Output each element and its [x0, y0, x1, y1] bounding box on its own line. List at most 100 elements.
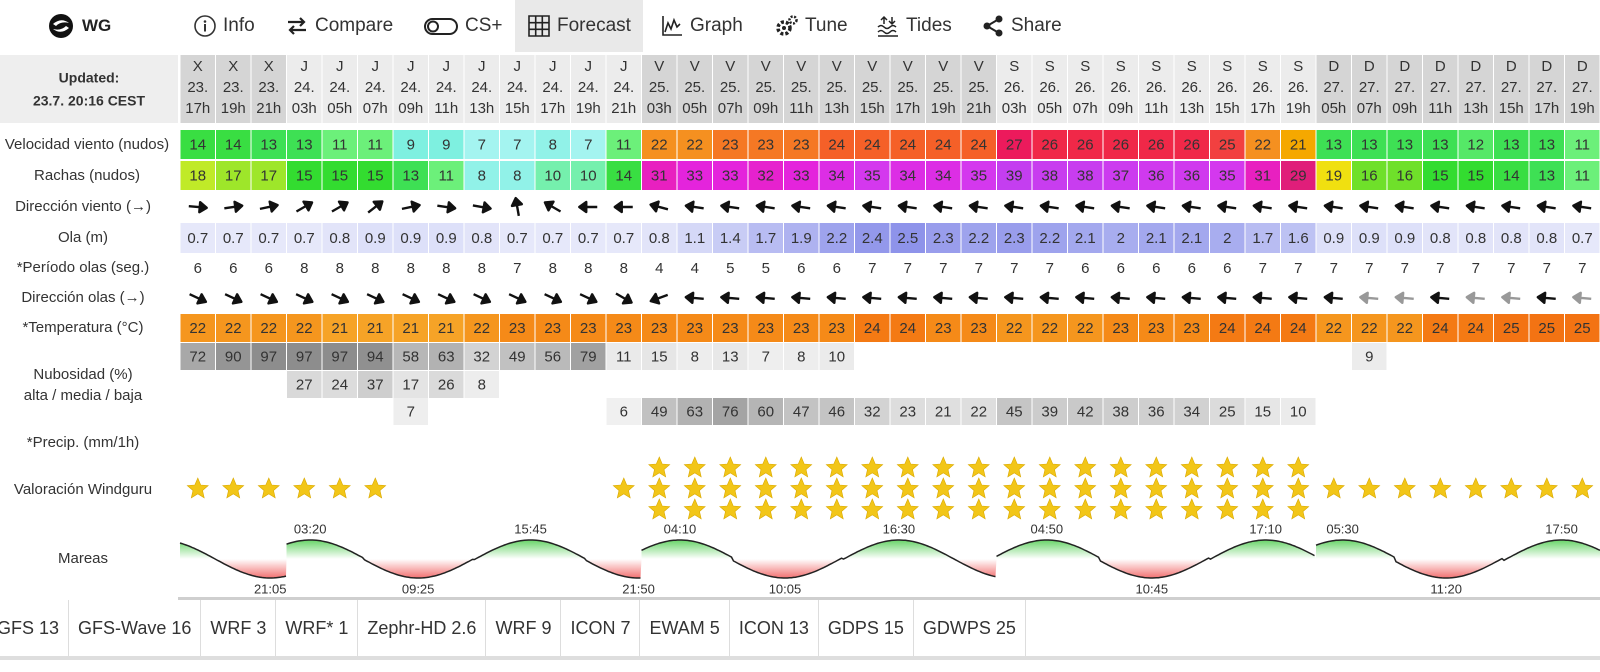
- cell: [677, 398, 712, 425]
- cell-value: 11: [616, 136, 632, 153]
- cell: [855, 398, 890, 425]
- cell-value: 24: [331, 376, 348, 393]
- cell-value: 39: [1006, 167, 1023, 184]
- direction-arrow: [1288, 291, 1308, 305]
- cell-value: 23: [1183, 320, 1200, 337]
- cell-value: 0.9: [1394, 230, 1415, 247]
- direction-arrow: [791, 200, 811, 213]
- hour: 17h: [895, 100, 920, 117]
- cell-value: 5: [762, 260, 770, 277]
- cell-value: 6: [1223, 260, 1231, 277]
- cell: [429, 371, 464, 398]
- model-tab[interactable]: GFS-Wave 16: [69, 600, 202, 656]
- model-tab[interactable]: ICON 13: [730, 600, 819, 656]
- cell-value: 6: [833, 260, 841, 277]
- day-letter: D: [1399, 58, 1410, 75]
- cell: [1352, 314, 1387, 342]
- hour: 19h: [1286, 100, 1311, 117]
- tide-time: 04:10: [664, 521, 697, 536]
- header-cell: [1281, 55, 1316, 123]
- cell: [358, 130, 393, 159]
- cell: [1387, 223, 1422, 253]
- nav-item[interactable]: CS+: [411, 0, 515, 52]
- cell-value: 2.1: [1075, 230, 1096, 247]
- rating-star: [790, 456, 813, 478]
- model-tab[interactable]: EWAM 5: [640, 600, 730, 656]
- direction-arrow: [295, 200, 314, 213]
- model-tab[interactable]: WRF* 1: [276, 600, 359, 656]
- cell-value: 22: [296, 320, 313, 337]
- rating-star: [1287, 456, 1310, 478]
- direction-arrow: [508, 293, 527, 305]
- direction-arrow: [259, 200, 279, 213]
- cell: [1529, 130, 1564, 159]
- cell: [1245, 398, 1280, 425]
- cell: [1245, 161, 1280, 190]
- cell-value: 2: [1117, 230, 1125, 247]
- nav-item[interactable]: Forecast: [515, 0, 643, 52]
- cell: [1352, 161, 1387, 190]
- cell: [180, 343, 215, 370]
- cell-value: 21: [402, 320, 419, 337]
- cell-value: 0.8: [329, 230, 350, 247]
- hour: 15h: [505, 100, 530, 117]
- cell: [784, 223, 819, 253]
- day-date: 26.: [1075, 79, 1096, 96]
- model-bar: GFS 13 GFS-Wave 16 WRF 3 WRF* 1 Zephr-HD 2.6…: [0, 600, 1600, 660]
- nav-item[interactable]: Info: [181, 0, 267, 52]
- direction-arrow: [1465, 291, 1485, 305]
- model-tab[interactable]: WRF 9: [486, 600, 562, 656]
- nav-item[interactable]: Share: [969, 0, 1074, 52]
- logo[interactable]: WG: [48, 0, 111, 52]
- cell-value: 0.8: [1501, 230, 1522, 247]
- cell-value: 97: [260, 348, 277, 365]
- cell-value: 6: [1117, 260, 1125, 277]
- cell: [1494, 314, 1529, 342]
- model-tab[interactable]: GFS 13: [0, 600, 70, 656]
- row-label: Valoración Windguru: [14, 481, 152, 498]
- direction-arrow: [472, 201, 492, 214]
- direction-arrow: [933, 200, 953, 213]
- cell-value: 34: [899, 167, 916, 184]
- cell: [997, 223, 1032, 253]
- cell-value: 6: [265, 260, 273, 277]
- nav-item[interactable]: Tune: [763, 0, 860, 52]
- direction-arrow: [1359, 291, 1379, 305]
- direction-arrow: [1146, 200, 1166, 213]
- direction-arrow: [402, 293, 421, 305]
- cell-value: 7: [762, 348, 770, 365]
- nav-item[interactable]: Graph: [648, 0, 755, 52]
- cell: [1174, 314, 1209, 342]
- cell-value: 25: [1219, 403, 1236, 420]
- nav-item[interactable]: Compare: [273, 0, 405, 52]
- nav-item[interactable]: Tides: [864, 0, 964, 52]
- cell-value: 24: [1290, 320, 1307, 337]
- day-date: 27.: [1359, 79, 1380, 96]
- cell: [1281, 398, 1316, 425]
- cell: [1281, 314, 1316, 342]
- cell-value: 11: [332, 136, 348, 153]
- cell: [748, 314, 783, 342]
- day-date: 24.: [613, 79, 634, 96]
- cell: [393, 398, 428, 425]
- model-tab[interactable]: GDWPS 25: [914, 600, 1026, 656]
- cell-value: 35: [864, 167, 881, 184]
- rating-star: [1251, 498, 1274, 520]
- cell: [1103, 223, 1138, 253]
- model-tab[interactable]: WRF 3: [201, 600, 277, 656]
- cell: [819, 314, 854, 342]
- cell: [748, 223, 783, 253]
- cell-value: 23: [793, 136, 810, 153]
- cell-value: 6: [229, 260, 237, 277]
- rating-star: [1500, 477, 1523, 499]
- direction-arrow: [437, 293, 456, 305]
- model-tab[interactable]: ICON 7: [561, 600, 641, 656]
- header-cell: [1068, 55, 1103, 123]
- day-date: 24.: [436, 79, 457, 96]
- model-tab[interactable]: GDPS 15: [819, 600, 914, 656]
- cell-value: 7: [975, 260, 983, 277]
- model-tab[interactable]: Zephr-HD 2.6: [358, 600, 487, 656]
- day-letter: S: [1080, 58, 1090, 75]
- rating-star: [1145, 456, 1168, 478]
- cell-value: 35: [970, 167, 987, 184]
